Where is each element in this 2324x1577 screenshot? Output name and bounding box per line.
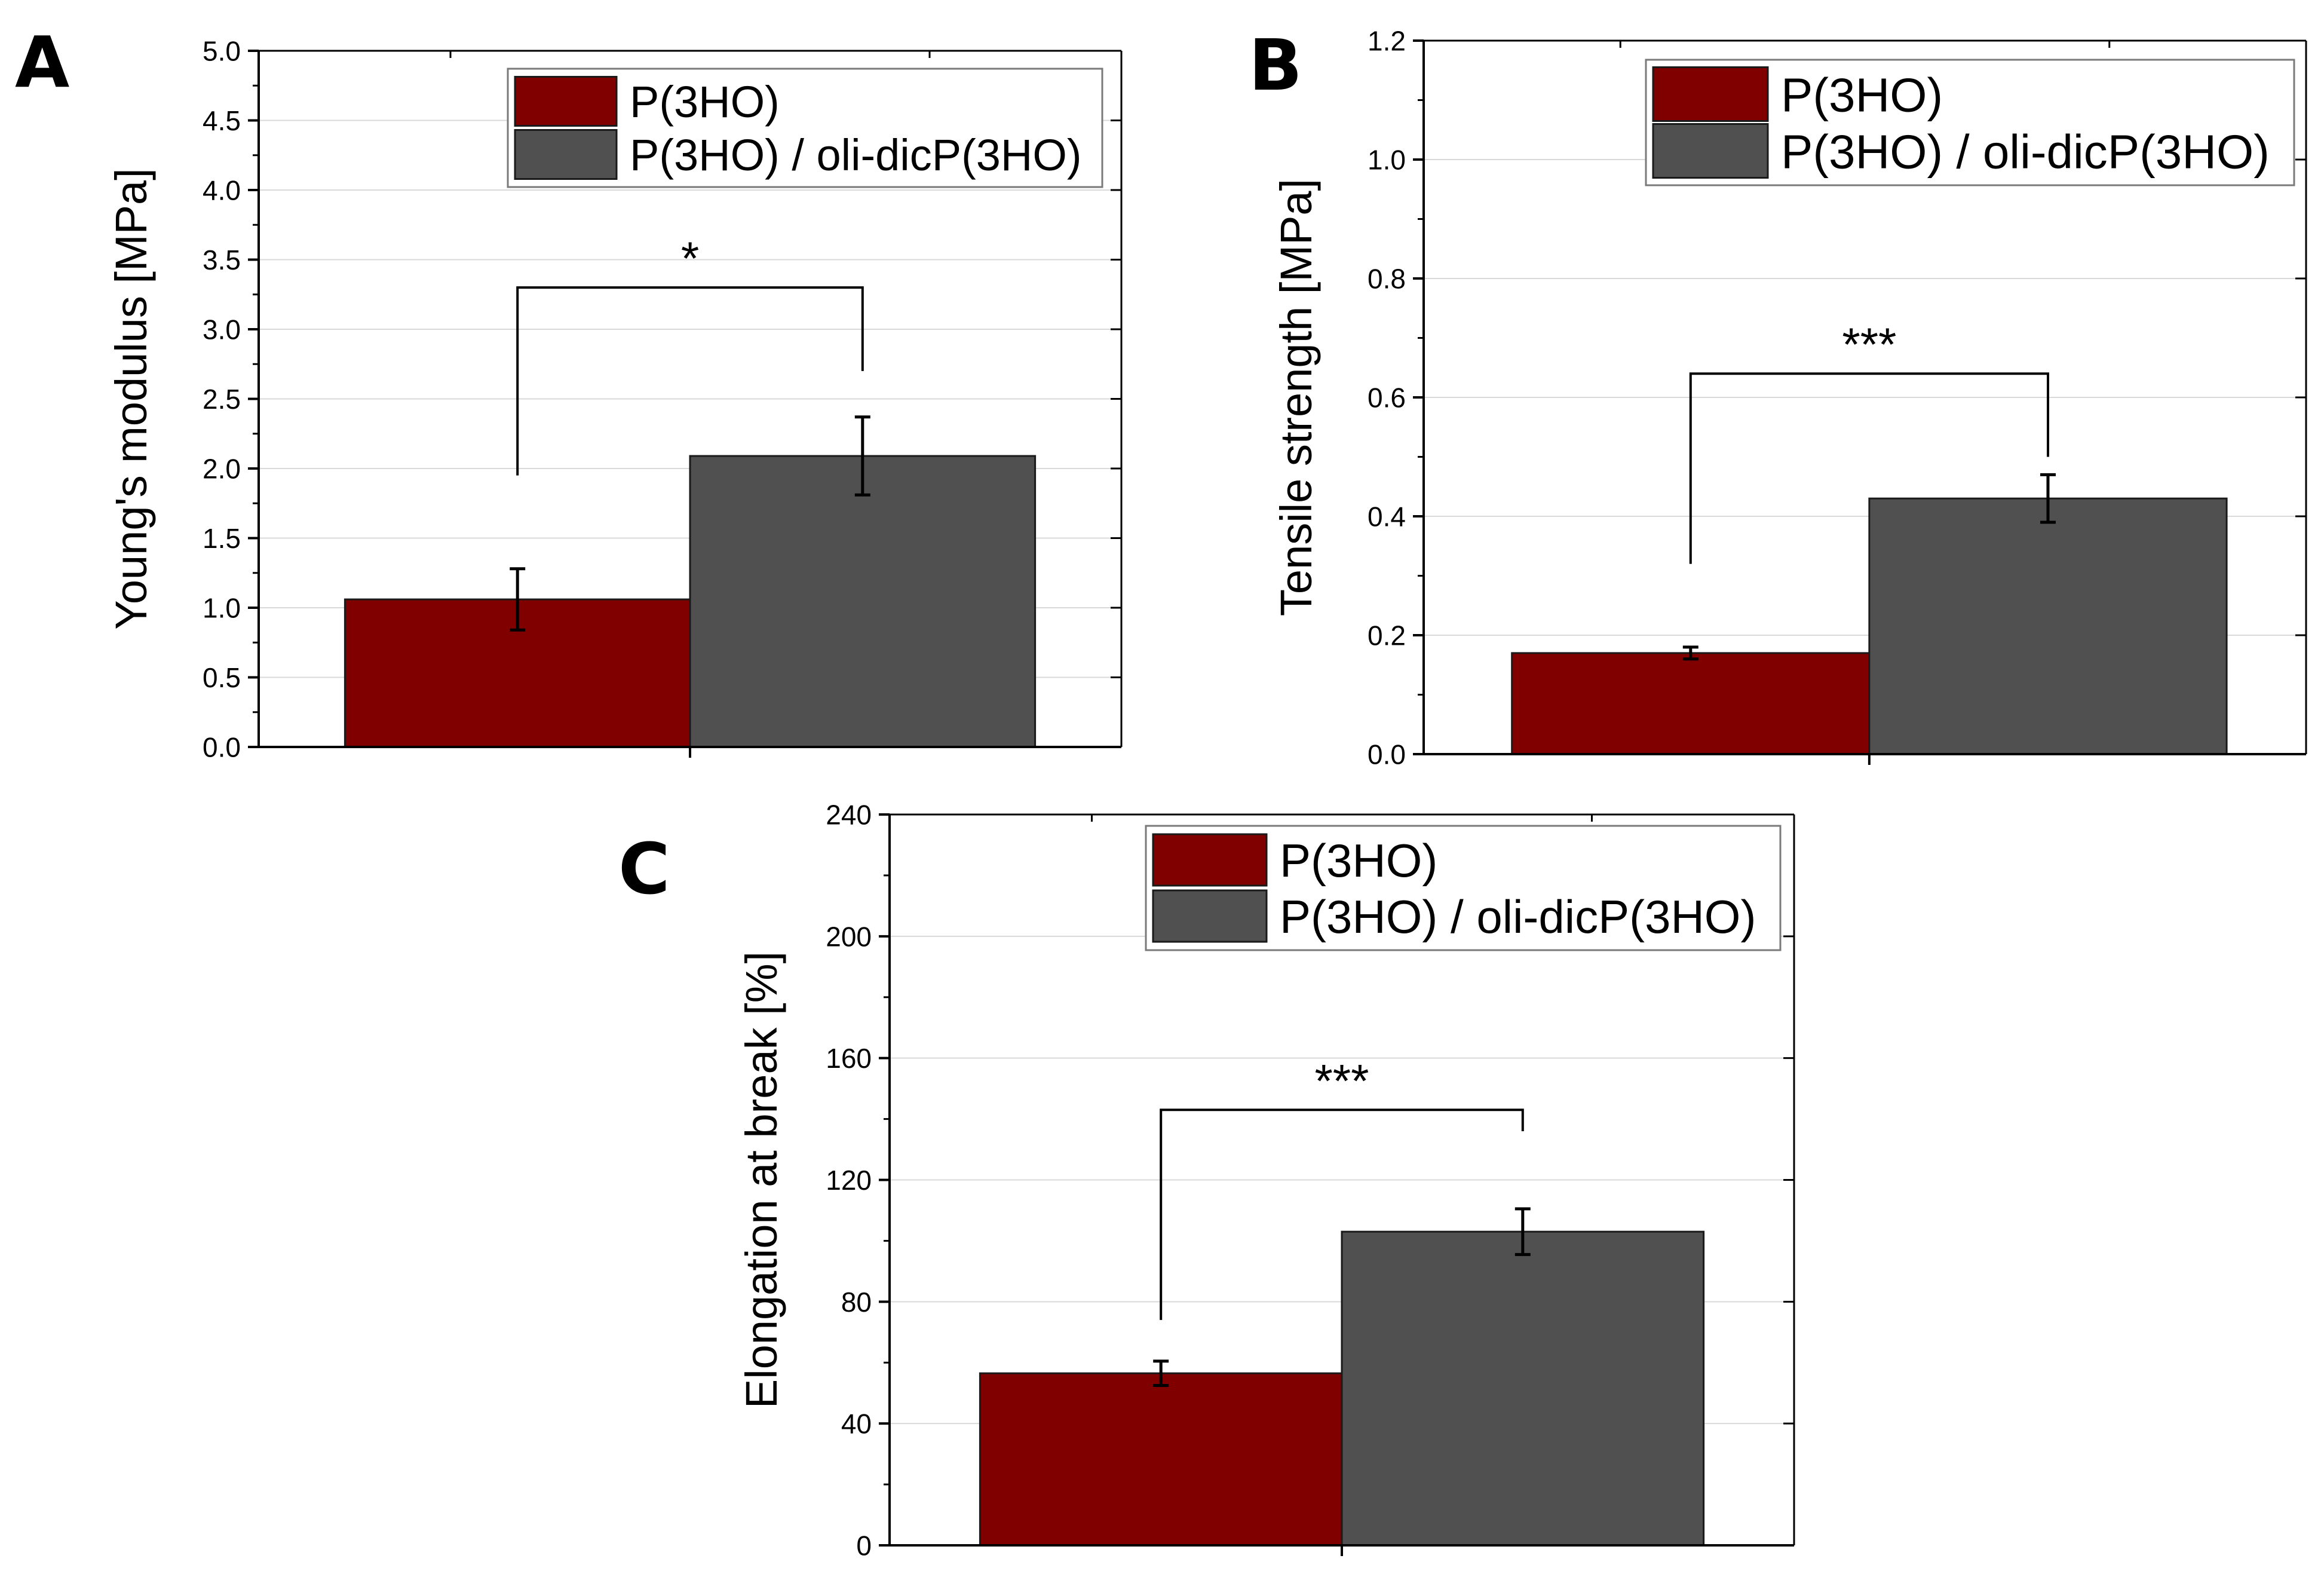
y-axis-label: Tensile strength [MPa] <box>1271 179 1321 616</box>
error-bar <box>1514 1207 1531 1256</box>
legend-label: P(3HO) <box>1781 68 1943 121</box>
legend-swatch <box>514 129 618 180</box>
bar-p3ho <box>979 1372 1343 1547</box>
legend-label: P(3HO) / oli-dicP(3HO) <box>630 130 1082 180</box>
y-tick-label: 80 <box>841 1287 872 1318</box>
legend: P(3HO)P(3HO) / oli-dicP(3HO) <box>507 68 1103 188</box>
panel-letter-b: B <box>1249 24 1302 106</box>
error-bar <box>2040 473 2056 524</box>
panel-a: A 0.0 0.5 1.0 1.5 2.0 2.5 3.0 3.5 4.0 4.5 5.0 Young'… <box>15 21 1123 763</box>
legend: P(3HO)P(3HO) / oli-dicP(3HO) <box>1145 825 1782 951</box>
y-tick-label: 1.2 <box>1368 26 1406 57</box>
error-bar <box>510 567 526 632</box>
y-tick-label: 2.5 <box>203 384 241 415</box>
legend-label: P(3HO) <box>1280 834 1437 887</box>
legend-label: P(3HO) <box>630 77 780 127</box>
bar-blend <box>1341 1230 1705 1547</box>
y-tick-label: 1.0 <box>203 593 241 624</box>
y-tick-label: 0.0 <box>203 732 241 763</box>
y-tick-label: 0.4 <box>1368 501 1406 532</box>
y-tick-label: 1.0 <box>1368 145 1406 176</box>
y-tick-label: 240 <box>826 800 872 831</box>
error-bar <box>1153 1359 1169 1387</box>
y-tick-label: 4.0 <box>203 175 241 206</box>
error-bar <box>854 415 870 497</box>
significance-label: *** <box>1842 318 1896 370</box>
bar-p3ho <box>1511 652 1871 755</box>
legend-label: P(3HO) / oli-dicP(3HO) <box>1781 125 2270 178</box>
significance-bracket <box>1689 372 2049 564</box>
legend-swatch <box>1152 833 1268 887</box>
legend-label: P(3HO) / oli-dicP(3HO) <box>1280 890 1756 943</box>
y-tick-label: 120 <box>826 1165 872 1196</box>
y-tick-label: 0 <box>856 1530 872 1561</box>
legend-swatch <box>1652 66 1769 122</box>
legend-swatch <box>1652 123 1769 179</box>
y-tick-label: 0.6 <box>1368 382 1406 414</box>
y-tick-label: 3.0 <box>203 314 241 345</box>
y-tick-label: 5.0 <box>203 36 241 67</box>
y-tick-label: 200 <box>826 921 872 952</box>
y-tick-label: 0.2 <box>1368 620 1406 651</box>
legend: P(3HO)P(3HO) / oli-dicP(3HO) <box>1645 59 2295 186</box>
bar-blend <box>689 455 1037 748</box>
y-tick-label: 4.5 <box>203 105 241 136</box>
significance-bracket <box>516 286 864 476</box>
y-tick-label: 3.5 <box>203 244 241 275</box>
legend-swatch <box>514 76 618 127</box>
panel-c: C 0 40 80 120 160 200 240 Elongation at break [%… <box>618 800 1795 1561</box>
significance-label: *** <box>1314 1054 1369 1107</box>
y-tick-label: 160 <box>826 1043 872 1074</box>
y-tick-label: 0.0 <box>1368 739 1406 770</box>
y-tick-label: 2.0 <box>203 454 241 485</box>
bar-blend <box>1868 497 2228 755</box>
panel-b: B 0.0 0.2 0.4 0.6 0.8 1.0 1.2 Tensile strength [… <box>1249 24 2307 770</box>
significance-bracket <box>1160 1109 1524 1320</box>
y-axis-label: Elongation at break [%] <box>737 951 786 1408</box>
y-tick-label: 0.8 <box>1368 264 1406 295</box>
legend-swatch <box>1152 889 1268 943</box>
y-tick-label: 40 <box>841 1408 872 1440</box>
panel-letter-c: C <box>618 828 670 910</box>
y-axis-label: Young's modulus [MPa] <box>106 168 156 629</box>
panel-letter-a: A <box>15 21 69 103</box>
error-bar <box>1682 645 1698 661</box>
y-tick-label: 0.5 <box>203 662 241 693</box>
significance-label: * <box>681 232 699 284</box>
y-tick-label: 1.5 <box>203 523 241 554</box>
